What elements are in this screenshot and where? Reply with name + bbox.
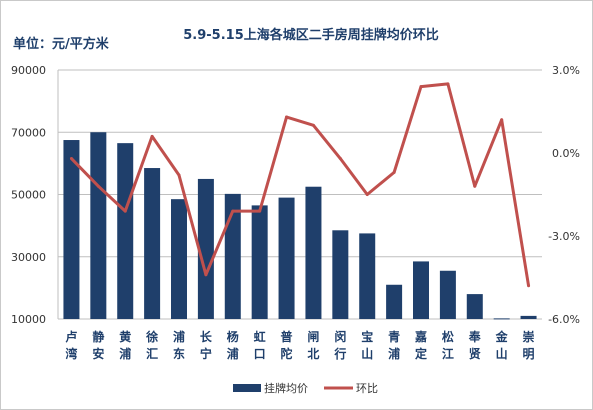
category-label: 江	[442, 346, 454, 361]
y-left-tick-label: 30000	[11, 251, 46, 264]
line-point-杨浦	[231, 209, 235, 213]
line-point-闵行	[338, 157, 342, 161]
bar-闸北	[305, 186, 322, 319]
gridlines	[57, 69, 542, 320]
legend-label-bar: 挂牌均价	[264, 381, 308, 395]
category-label: 浦	[173, 329, 185, 344]
category-label: 闸	[307, 329, 319, 344]
category-label: 宝	[361, 329, 373, 344]
category-label: 安	[92, 346, 104, 361]
bar-虹口	[251, 205, 268, 319]
category-label: 北	[307, 346, 319, 361]
category-label: 山	[496, 346, 508, 361]
category-label: 杨	[227, 329, 239, 344]
category-label: 静	[92, 329, 104, 344]
y-right-tick-label: 0.0%	[552, 147, 580, 160]
bar-浦东	[171, 199, 187, 319]
line-point-闸北	[311, 123, 315, 127]
line-point-长宁	[204, 273, 208, 277]
line-point-嘉定	[419, 85, 423, 89]
line-point-虹口	[258, 209, 262, 213]
line-point-黄浦	[123, 209, 127, 213]
category-label: 普	[281, 329, 293, 344]
category-label: 长	[200, 329, 213, 344]
bar-宝山	[359, 233, 376, 319]
bar-金山	[493, 318, 510, 320]
legend-swatch-bar	[233, 384, 261, 392]
legend: 挂牌均价 环比	[233, 381, 378, 395]
category-label: 松	[442, 329, 454, 344]
line-point-宝山	[365, 193, 369, 196]
bar-卢湾	[63, 140, 80, 319]
bar-黄浦	[117, 143, 134, 319]
y-right-tick-label: 3.0%	[552, 64, 580, 77]
legend-label-line: 环比	[356, 382, 378, 395]
category-label: 金	[495, 329, 509, 344]
bar-松江	[439, 270, 456, 319]
category-label: 浦	[388, 346, 400, 361]
y-axis-left: 90000 70000 50000 30000 10000	[11, 64, 46, 326]
y-left-tick-label: 50000	[11, 189, 46, 202]
unit-label: 单位：元/平方米	[13, 36, 110, 52]
bar-奉贤	[466, 294, 483, 319]
line-point-徐汇	[150, 134, 154, 138]
line-point-金山	[500, 118, 504, 122]
line-point-静安	[96, 184, 100, 188]
line-point-青浦	[392, 170, 396, 174]
category-label: 崇	[523, 329, 535, 344]
line-point-浦东	[177, 173, 181, 177]
category-label: 定	[415, 346, 427, 361]
chart-title: 5.9-5.15上海各城区二手房周挂牌均价环比	[183, 27, 439, 43]
y-left-tick-label: 90000	[11, 64, 46, 77]
line-point-奉贤	[473, 184, 477, 188]
line-point-崇明	[527, 284, 531, 288]
category-label: 口	[254, 347, 266, 361]
category-label: 青	[388, 329, 400, 344]
category-label: 浦	[119, 346, 131, 361]
category-label: 陀	[281, 346, 293, 361]
category-label: 闵	[334, 329, 346, 344]
bar-series	[63, 132, 537, 320]
bar-闵行	[332, 230, 349, 319]
line-series	[69, 82, 531, 288]
y-axis-right: 3.0% 0.0% -3.0% -6.0%	[548, 64, 580, 326]
line-point-卢湾	[69, 157, 73, 161]
bar-青浦	[386, 284, 403, 319]
category-label: 嘉	[414, 329, 427, 344]
category-label: 虹	[254, 329, 266, 344]
y-right-tick-label: -6.0%	[548, 313, 580, 326]
y-left-tick-label: 70000	[11, 126, 46, 139]
category-label: 奉	[468, 329, 482, 344]
bar-普陀	[278, 197, 295, 319]
category-label: 浦	[227, 346, 239, 361]
bar-杨浦	[224, 193, 241, 319]
category-label: 贤	[469, 347, 481, 361]
bar-徐汇	[144, 168, 161, 319]
bar-崇明	[520, 315, 537, 319]
huanbi-line	[70, 82, 531, 287]
category-label: 汇	[146, 347, 158, 361]
category-label: 山	[361, 346, 373, 361]
category-label: 湾	[65, 346, 77, 361]
bar-长宁	[197, 178, 214, 319]
category-label: 明	[523, 347, 535, 361]
category-label: 黄	[119, 329, 131, 344]
category-label: 宁	[200, 346, 212, 361]
bar-嘉定	[413, 261, 429, 319]
y-left-tick-label: 10000	[11, 313, 46, 326]
bar-静安	[90, 132, 107, 319]
category-label: 徐	[145, 329, 158, 344]
line-point-松江	[446, 82, 450, 86]
category-label: 东	[173, 346, 185, 361]
line-point-普陀	[285, 115, 289, 119]
y-right-tick-label: -3.0%	[548, 230, 580, 243]
category-label: 卢	[65, 329, 77, 344]
category-label: 行	[333, 346, 346, 361]
